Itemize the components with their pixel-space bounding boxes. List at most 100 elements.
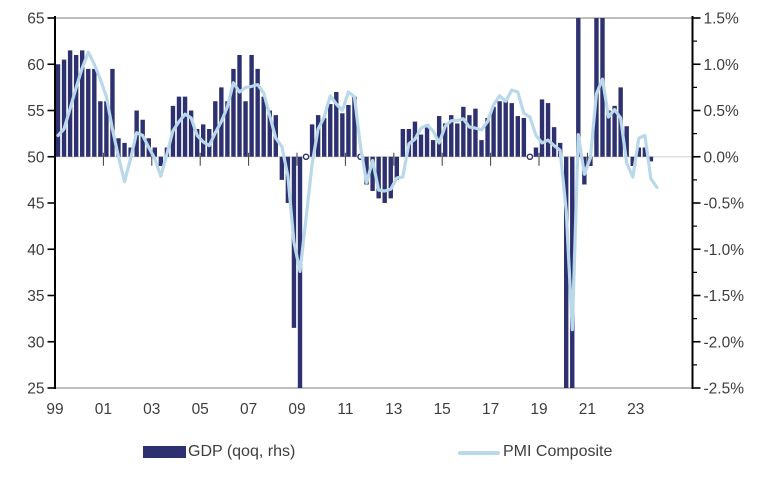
gdp-bar <box>424 124 430 157</box>
gdp-bar <box>576 18 581 157</box>
gdp-bar <box>122 142 127 157</box>
gdp-bar <box>394 156 399 180</box>
gdp-bar <box>92 68 97 157</box>
gdp-bar <box>340 113 345 157</box>
gdp-bar <box>648 156 654 162</box>
svg-text:-2.5%: -2.5% <box>704 381 745 398</box>
svg-text:-1.5%: -1.5% <box>704 288 745 305</box>
svg-text:45: 45 <box>27 196 44 213</box>
gdp-bar <box>255 68 260 157</box>
svg-text:-0.5%: -0.5% <box>704 196 745 213</box>
gdp-bar <box>352 96 357 157</box>
svg-text:-2.0%: -2.0% <box>704 334 745 351</box>
gdp-bar <box>594 18 599 157</box>
gdp-bar <box>515 116 520 157</box>
x-axis-labels: 99 01 03 05 07 09 11 13 15 17 19 21 23 <box>46 401 644 418</box>
svg-text:40: 40 <box>27 242 45 259</box>
gdp-bar <box>624 126 629 157</box>
gdp-bar <box>176 96 182 157</box>
gdp-bar <box>61 59 67 157</box>
gdp-bar <box>467 115 472 157</box>
gdp-zero-marker <box>526 153 534 161</box>
gdp-zero-marker <box>302 153 310 161</box>
gdp-bars <box>55 18 654 388</box>
gdp-bar <box>455 123 460 157</box>
gdp-bar <box>279 156 285 180</box>
gdp-bar <box>237 55 242 157</box>
svg-text:25: 25 <box>27 381 44 398</box>
gdp-bar <box>449 115 454 157</box>
gdp-bar <box>213 101 218 157</box>
gdp-bar <box>376 156 381 199</box>
gdp-bar <box>545 103 551 157</box>
gdp-bar <box>309 124 315 157</box>
gdp-bar <box>322 117 327 157</box>
pmi-line <box>56 50 659 332</box>
svg-text:99: 99 <box>46 401 63 418</box>
gdp-bar <box>231 68 236 157</box>
gdp-bar <box>503 99 508 157</box>
gdp-bar <box>188 110 194 157</box>
gdp-bar <box>461 106 466 157</box>
gdp-bar <box>551 127 557 157</box>
svg-text:55: 55 <box>27 103 44 120</box>
svg-text:35: 35 <box>27 288 44 305</box>
gdp-bar <box>533 147 539 157</box>
gdp-bar <box>606 110 611 157</box>
svg-text:60: 60 <box>27 57 45 74</box>
svg-text:19: 19 <box>530 401 547 418</box>
gdp-bar <box>182 96 188 157</box>
svg-text:30: 30 <box>27 334 45 351</box>
gdp-bar <box>346 104 351 157</box>
gdp-bar <box>110 68 115 157</box>
gdp-bar <box>570 156 575 388</box>
gdp-bar <box>473 108 478 157</box>
gdp-bar <box>382 156 387 203</box>
gdp-bar <box>521 117 527 157</box>
svg-text:21: 21 <box>579 401 596 418</box>
svg-text:03: 03 <box>143 401 160 418</box>
svg-text:50: 50 <box>27 149 45 166</box>
svg-text:65: 65 <box>27 11 44 28</box>
gdp-bar <box>388 156 393 199</box>
gdp-bar <box>243 101 248 157</box>
svg-text:15: 15 <box>434 401 451 418</box>
gdp-bar <box>612 105 617 157</box>
gdp-bar <box>509 103 514 157</box>
plot-frame <box>55 17 693 389</box>
svg-text:07: 07 <box>240 401 257 418</box>
right-axis-labels: 1.5% 1.0% 0.5% 0.0% -0.5% -1.0% -1.5% -2.0% -2.5… <box>692 11 745 398</box>
gdp-bar <box>364 156 369 185</box>
svg-text:0.0%: 0.0% <box>704 149 740 166</box>
gdp-bar <box>104 101 109 157</box>
svg-text:0.5%: 0.5% <box>704 103 740 120</box>
gdp-bar <box>73 55 79 157</box>
gdp-bar <box>194 129 200 157</box>
gdp-bar <box>630 156 635 166</box>
gdp-bar <box>55 64 61 157</box>
gdp-bar <box>225 101 230 157</box>
legend: GDP (qoq, rhs) PMI Composite <box>0 438 776 468</box>
gdp-bar <box>328 104 333 157</box>
gdp-bar <box>249 55 254 157</box>
gdp-bar <box>479 140 484 157</box>
gdp-bar <box>80 50 85 157</box>
gdp-bar <box>400 129 406 157</box>
gdp-bar <box>418 134 424 157</box>
gdp-bar <box>334 92 339 157</box>
svg-text:01: 01 <box>95 401 112 418</box>
gdp-bar <box>485 117 490 157</box>
svg-text:23: 23 <box>627 401 644 418</box>
gdp-bar <box>636 147 641 157</box>
gdp-bar <box>370 156 375 191</box>
gdp-bar <box>436 116 442 157</box>
gdp-bar <box>267 110 272 157</box>
gdp-bar <box>98 101 103 157</box>
gdp-legend-swatch <box>143 446 186 458</box>
svg-text:17: 17 <box>482 401 499 418</box>
gdp-bar <box>443 123 448 157</box>
svg-text:09: 09 <box>288 401 305 418</box>
gdp-bar <box>158 156 164 166</box>
